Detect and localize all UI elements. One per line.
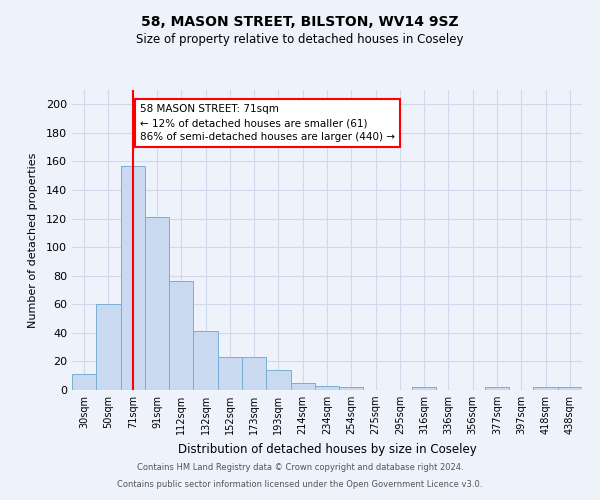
Y-axis label: Number of detached properties: Number of detached properties <box>28 152 38 328</box>
Text: 58 MASON STREET: 71sqm
← 12% of detached houses are smaller (61)
86% of semi-det: 58 MASON STREET: 71sqm ← 12% of detached… <box>140 104 395 142</box>
Bar <box>485 387 509 390</box>
Bar <box>339 387 364 390</box>
Bar <box>533 387 558 390</box>
Bar <box>558 387 582 390</box>
X-axis label: Distribution of detached houses by size in Coseley: Distribution of detached houses by size … <box>178 442 476 456</box>
Bar <box>242 357 266 390</box>
Bar <box>218 357 242 390</box>
Bar <box>169 282 193 390</box>
Text: Contains HM Land Registry data © Crown copyright and database right 2024.: Contains HM Land Registry data © Crown c… <box>137 464 463 472</box>
Bar <box>315 386 339 390</box>
Text: Contains public sector information licensed under the Open Government Licence v3: Contains public sector information licen… <box>118 480 482 489</box>
Text: Size of property relative to detached houses in Coseley: Size of property relative to detached ho… <box>136 32 464 46</box>
Bar <box>193 332 218 390</box>
Bar <box>266 370 290 390</box>
Bar <box>145 217 169 390</box>
Bar <box>72 374 96 390</box>
Bar <box>412 387 436 390</box>
Text: 58, MASON STREET, BILSTON, WV14 9SZ: 58, MASON STREET, BILSTON, WV14 9SZ <box>141 15 459 29</box>
Bar <box>96 304 121 390</box>
Bar <box>121 166 145 390</box>
Bar <box>290 383 315 390</box>
